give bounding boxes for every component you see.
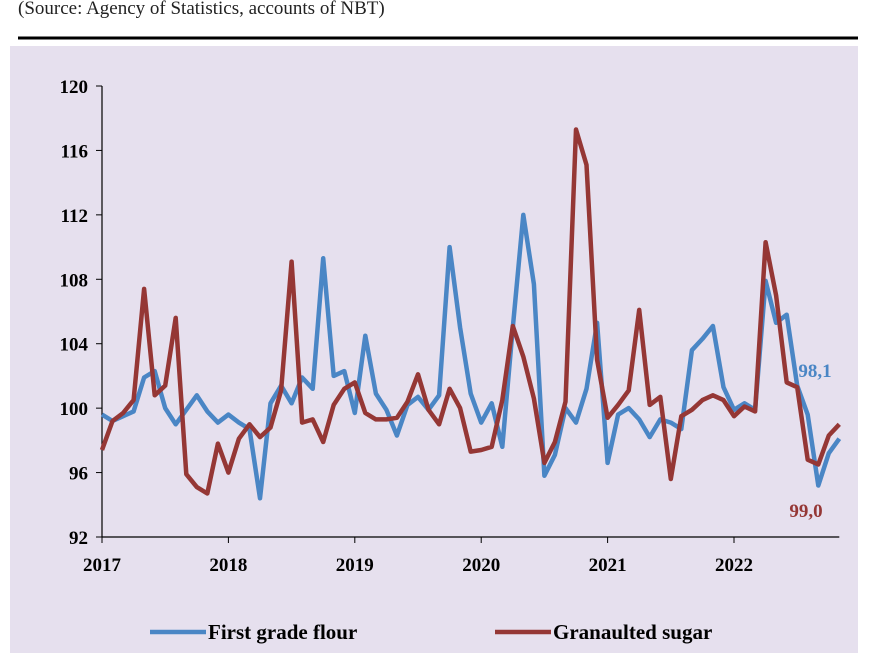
y-tick-label: 112	[61, 206, 88, 227]
x-tick-label: 2020	[462, 555, 500, 576]
x-tick-label: 2019	[336, 555, 374, 576]
end-label: 98,1	[798, 361, 831, 382]
y-tick-label: 100	[60, 399, 89, 420]
y-tick-label: 116	[61, 141, 88, 162]
legend-label: Granaulted sugar	[553, 620, 712, 644]
series-line	[100, 212, 842, 501]
x-tick-label: 2017	[83, 555, 122, 576]
series-line	[99, 127, 841, 496]
y-tick-label: 96	[69, 464, 88, 485]
y-tick-label: 120	[60, 77, 89, 98]
y-tick-label: 92	[69, 528, 88, 549]
x-tick-label: 2018	[209, 555, 247, 576]
x-tick-label: 2021	[589, 555, 627, 576]
x-tick-label: 2022	[715, 555, 753, 576]
y-tick-label: 108	[60, 270, 89, 291]
end-label: 99,0	[789, 501, 822, 522]
y-tick-label: 104	[60, 335, 89, 356]
source-note: (Source: Agency of Statistics, accounts …	[18, 0, 385, 19]
legend-label: First grade flour	[208, 620, 357, 644]
